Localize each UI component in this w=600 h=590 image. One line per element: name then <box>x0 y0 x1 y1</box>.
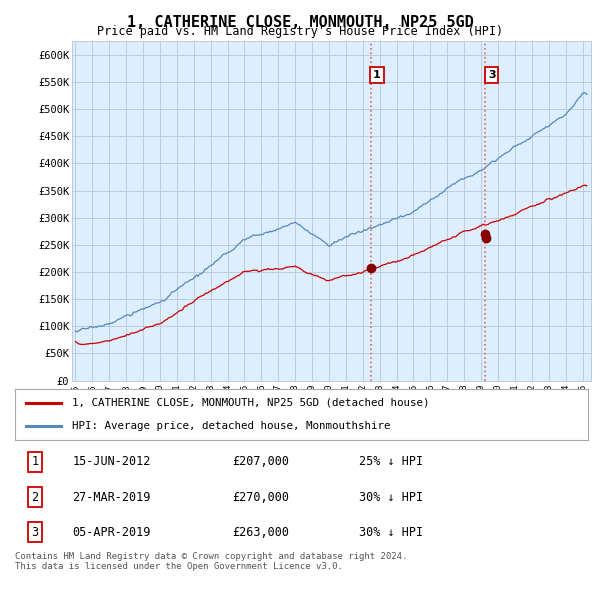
Text: 27-MAR-2019: 27-MAR-2019 <box>73 490 151 504</box>
Text: 30% ↓ HPI: 30% ↓ HPI <box>359 526 423 539</box>
Text: 30% ↓ HPI: 30% ↓ HPI <box>359 490 423 504</box>
Text: 05-APR-2019: 05-APR-2019 <box>73 526 151 539</box>
Text: HPI: Average price, detached house, Monmouthshire: HPI: Average price, detached house, Monm… <box>73 421 391 431</box>
Text: 1: 1 <box>31 455 38 468</box>
Text: 3: 3 <box>31 526 38 539</box>
Text: 2: 2 <box>31 490 38 504</box>
Text: £207,000: £207,000 <box>233 455 290 468</box>
Text: Contains HM Land Registry data © Crown copyright and database right 2024.
This d: Contains HM Land Registry data © Crown c… <box>15 552 407 571</box>
Text: £270,000: £270,000 <box>233 490 290 504</box>
Text: 1: 1 <box>373 70 381 80</box>
Text: 1, CATHERINE CLOSE, MONMOUTH, NP25 5GD: 1, CATHERINE CLOSE, MONMOUTH, NP25 5GD <box>127 15 473 30</box>
Text: 15-JUN-2012: 15-JUN-2012 <box>73 455 151 468</box>
Text: £263,000: £263,000 <box>233 526 290 539</box>
Text: 25% ↓ HPI: 25% ↓ HPI <box>359 455 423 468</box>
Text: 3: 3 <box>488 70 496 80</box>
Text: Price paid vs. HM Land Registry's House Price Index (HPI): Price paid vs. HM Land Registry's House … <box>97 25 503 38</box>
Text: 1, CATHERINE CLOSE, MONMOUTH, NP25 5GD (detached house): 1, CATHERINE CLOSE, MONMOUTH, NP25 5GD (… <box>73 398 430 408</box>
